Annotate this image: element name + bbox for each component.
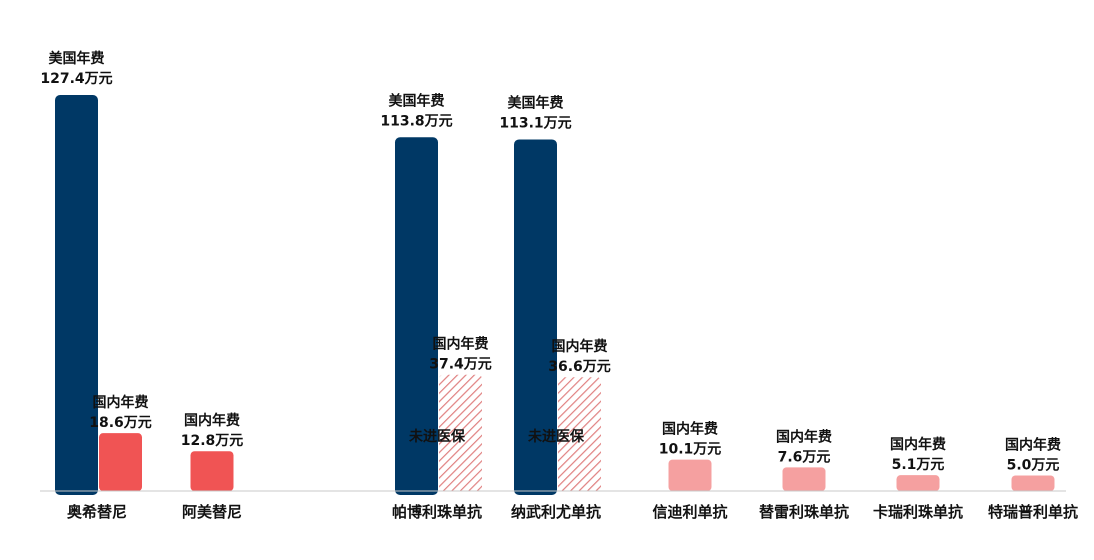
- data-label-us-value-0: 127.4万元: [40, 71, 112, 87]
- data-label-us-value-3: 113.1万元: [499, 115, 571, 131]
- data-label-us-title-3: 美国年费: [508, 94, 564, 111]
- data-label-cn-title-3: 国内年费: [552, 338, 608, 355]
- data-label-cn-value-0: 18.6万元: [89, 415, 152, 431]
- category-label-4: 信迪利单抗: [652, 503, 727, 521]
- data-label-cn-title-0: 国内年费: [93, 394, 149, 411]
- category-label-2: 帕博利珠单抗: [392, 503, 482, 521]
- data-label-cn-title-1: 国内年费: [184, 412, 240, 429]
- bar-cn-4: [668, 459, 712, 491]
- data-label-cn-title-4: 国内年费: [662, 421, 718, 438]
- data-label-cn-value-7: 5.0万元: [1007, 457, 1060, 473]
- data-label-cn-title-7: 国内年费: [1005, 436, 1061, 453]
- bars-layer: [55, 95, 1055, 495]
- category-label-0: 奥希替尼: [67, 503, 127, 521]
- bar-us-3: [514, 139, 557, 495]
- bar-cn-7: [1011, 475, 1055, 491]
- category-label-6: 卡瑞利珠单抗: [873, 503, 963, 521]
- data-label-cn-value-6: 5.1万元: [892, 457, 945, 473]
- bar-us-0: [55, 95, 98, 495]
- category-label-1: 阿美替尼: [182, 503, 242, 521]
- note-not-in-insurance-3: 未进医保: [528, 428, 585, 445]
- data-label-cn-value-2: 37.4万元: [429, 357, 492, 373]
- bar-cn-5: [782, 467, 826, 491]
- data-label-cn-value-3: 36.6万元: [548, 359, 611, 375]
- category-label-7: 特瑞普利单抗: [988, 503, 1078, 521]
- data-label-us-value-2: 113.8万元: [380, 113, 452, 129]
- note-not-in-insurance-2: 未进医保: [409, 428, 466, 445]
- bar-cn-1: [190, 451, 234, 491]
- data-label-cn-value-5: 7.6万元: [778, 449, 831, 465]
- data-label-us-title-2: 美国年费: [389, 92, 445, 109]
- data-label-us-title-0: 美国年费: [49, 50, 105, 67]
- bar-cn-0: [99, 433, 142, 491]
- bar-us-2: [395, 137, 438, 495]
- bar-cn-2: [439, 374, 482, 491]
- data-label-cn-title-6: 国内年费: [890, 436, 946, 453]
- category-label-5: 替雷利珠单抗: [759, 503, 849, 521]
- data-label-cn-value-1: 12.8万元: [181, 433, 244, 449]
- data-label-cn-title-5: 国内年费: [776, 428, 832, 445]
- data-label-cn-title-2: 国内年费: [433, 336, 489, 353]
- category-label-3: 纳武利尤单抗: [511, 503, 601, 521]
- data-label-cn-value-4: 10.1万元: [659, 442, 722, 458]
- bar-cn-6: [896, 475, 940, 491]
- bar-cn-3: [558, 377, 601, 491]
